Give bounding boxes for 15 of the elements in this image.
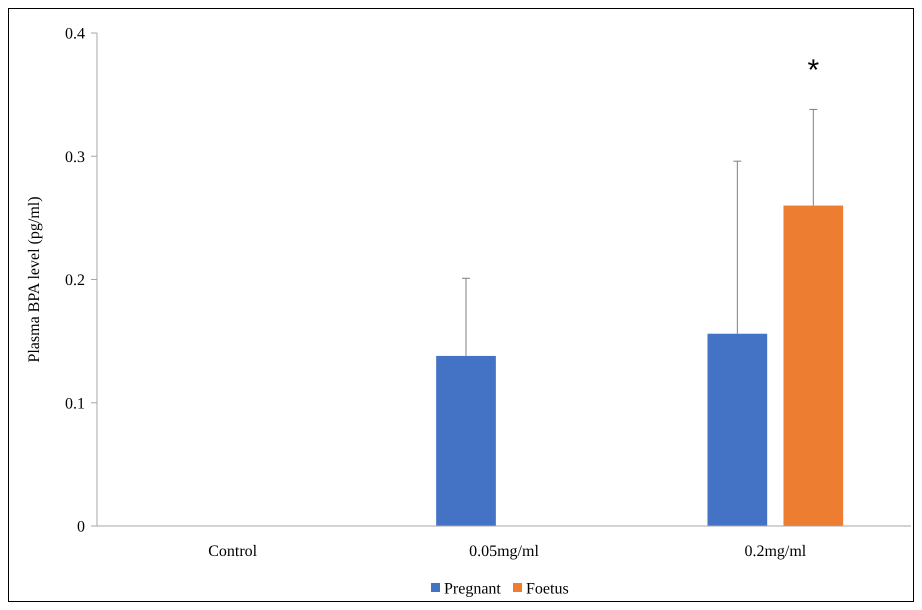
- y-tick-label: 0.1: [65, 395, 85, 412]
- bar: [708, 334, 768, 526]
- bar: [436, 356, 496, 526]
- y-tick-label: 0.3: [65, 148, 85, 166]
- legend-label: Foetus: [526, 580, 569, 598]
- x-tick-label: Control: [208, 543, 258, 560]
- annotation: *: [807, 54, 820, 87]
- y-axis-title: Plasma BPA level (pg/ml): [26, 196, 43, 363]
- y-tick-label: 0: [77, 518, 85, 536]
- bar: [783, 206, 844, 526]
- legend-label: Pregnant: [444, 580, 502, 598]
- y-tick-label: 0.2: [65, 272, 85, 290]
- x-tick-label: 0.2mg/ml: [744, 543, 807, 560]
- y-tick-label: 0.4: [65, 26, 85, 43]
- x-tick-label: 0.05mg/ml: [469, 543, 540, 560]
